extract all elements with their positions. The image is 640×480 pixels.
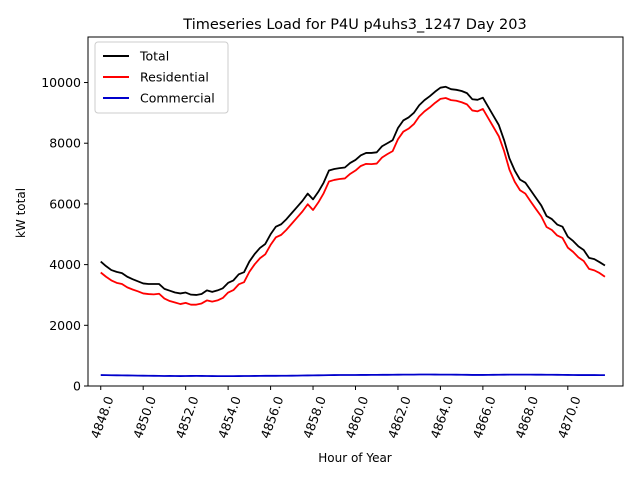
legend-label-commercial: Commercial: [140, 91, 215, 106]
y-tick-label: 6000: [49, 196, 81, 211]
y-tick-label: 10000: [41, 75, 81, 90]
axes-frame: [87, 36, 624, 387]
y-tick-label: 0: [73, 379, 81, 394]
series-line-residential: [100, 97, 606, 306]
legend-label-residential: Residential: [140, 70, 209, 85]
y-tick-label: 8000: [49, 136, 81, 151]
series-line-commercial: [100, 373, 605, 378]
legend-label-total: Total: [139, 49, 169, 64]
y-tick-label: 2000: [49, 318, 81, 333]
y-tick-label: 4000: [49, 257, 81, 272]
series-line-total: [100, 85, 606, 296]
y-axis-label: kW total: [14, 188, 28, 238]
chart-title: Timeseries Load for P4U p4uhs3_1247 Day …: [182, 17, 526, 33]
y-axis: 0 2000 4000 6000 8000 10000: [41, 75, 88, 394]
x-axis-label: Hour of Year: [318, 451, 392, 465]
legend-frame: [94, 41, 229, 114]
plot-area: [100, 85, 606, 378]
legend: Total Residential Commercial: [94, 41, 229, 114]
